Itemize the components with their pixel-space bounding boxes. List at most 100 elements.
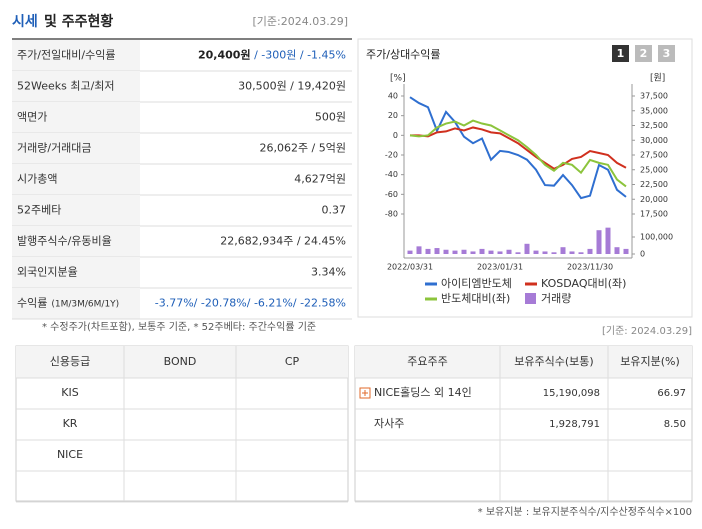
volume-bar [623,248,629,254]
row-value: 4,627억원 [294,173,346,186]
volume-bar [587,248,593,254]
y2-tick-label: 32,500 [640,121,668,130]
row-label: 주가/전일대비/수익률 [17,48,116,62]
label-cell [12,164,140,195]
header-row [16,346,348,378]
value-part: / [251,49,262,62]
y-tick-label: 40 [388,92,398,101]
volume-bar [470,251,476,254]
volume-bar [542,251,548,254]
volume-bar [452,250,458,254]
volume-bar [578,252,584,254]
volume-bar [569,251,575,254]
header-cell: 신용등급 [50,355,90,368]
row-label: 외국인지분율 [17,266,78,279]
volume-bar [461,249,467,254]
note: * 수정주가(차트포함), 보통주 기준, * 52주베타: 주간수익률 기준 [42,321,316,333]
volume-bar [407,250,413,254]
row-value: 30,500원 / 19,420원 [238,80,346,93]
y2-tick-label: 27,500 [640,151,668,160]
header-cell: BOND [164,355,197,368]
header-cell: CP [285,355,300,368]
x-tick-label: 2023/11/30 [567,263,613,272]
volume-bar [515,252,521,254]
holder-ratio: 8.50 [664,419,686,430]
page-button[interactable] [635,45,652,62]
label-part: 수익률 [17,297,47,310]
value-part: 20,400원 [198,48,251,62]
row-value: 20,400원 / -300원 / -1.45% [198,48,346,62]
volume-bar [506,249,512,254]
holder-shares: 15,190,098 [543,388,600,399]
label-cell [12,195,140,226]
volume-bar [533,250,539,254]
label-cell [12,226,140,257]
page-button-label[interactable]: 3 [663,47,671,60]
page-button[interactable] [612,45,629,62]
holder-name: NICE홀딩스 외 14인 [374,386,472,399]
y-unit: [%] [390,74,406,84]
volume-bar [497,251,503,254]
y-tick-label: 20 [388,111,398,120]
y-tick-label: -40 [385,170,398,179]
y-tick-label: -80 [385,210,398,219]
volume-bar [443,249,449,254]
volume-tick-label: 0 [640,250,645,259]
holder-name: 자사주 [374,417,404,430]
row-value: 0.37 [322,204,347,217]
header-row [355,346,692,378]
volume-bar [614,247,620,254]
series-line [409,119,627,188]
ref-date: [기준: 2024.03.29] [602,325,692,337]
y2-unit: [원] [650,73,665,84]
y-tick-label: 0 [393,131,398,140]
volume-bar [479,248,485,254]
label-cell [12,133,140,164]
row-label: 52주베타 [17,204,61,217]
volume-bar [524,243,530,254]
y2-tick-label: 35,000 [640,106,668,115]
volume-bar [434,248,440,254]
page-button-label[interactable]: 2 [640,47,648,60]
expand-icon-plus[interactable] [362,390,368,396]
row-value: 500원 [315,111,346,124]
legend-label: KOSDAQ대비(좌) [541,277,626,290]
row-value: 22,682,934주 / 24.45% [220,235,346,248]
row-label: 발행주식수/유동비율 [17,235,112,248]
y2-tick-label: 22,500 [640,180,668,189]
x-tick-label: 2022/03/31 [387,263,433,272]
label-part: (1M/3M/6M/1Y) [51,299,119,309]
y2-tick-label: 25,000 [640,165,668,174]
y2-tick-label: 17,500 [640,210,668,219]
row-value: 3.34% [311,266,346,279]
row-label: 시가총액 [17,173,57,186]
y2-tick-label: 20,000 [640,195,668,204]
x-tick-label: 2023/01/31 [477,263,523,272]
row-label: 52Weeks 최고/최저 [17,80,115,93]
y-tick-label: -60 [385,190,398,199]
volume-bar [551,252,557,254]
row-label: 거래량/거래대금 [17,142,92,155]
series-line [410,126,627,170]
volume-bar [416,246,422,254]
value-part: -300원 [261,49,296,62]
volume-bar [596,230,602,254]
label-cell [12,102,140,133]
header-cell: 주요주주 [407,355,447,368]
volume-bar [560,247,566,254]
page-button-label[interactable]: 1 [617,47,625,60]
label-cell [12,71,140,102]
date: [기준:2024.03.29] [252,15,348,28]
holder-ratio: 66.97 [657,388,686,399]
note: * 보유지분 : 보유지분주식수/지수산정주식수×100 [478,506,692,518]
holder-shares: 1,928,791 [549,419,600,430]
chart-frame [357,38,693,318]
title: 및 주주현황 [44,13,113,30]
page-button[interactable] [658,45,675,62]
label-cell [12,257,140,288]
row-label: KIS [61,386,78,399]
y2-tick-label: 37,500 [640,92,668,101]
header-cell: 보유지분(%) [620,355,680,368]
row-label: KR [63,417,78,430]
